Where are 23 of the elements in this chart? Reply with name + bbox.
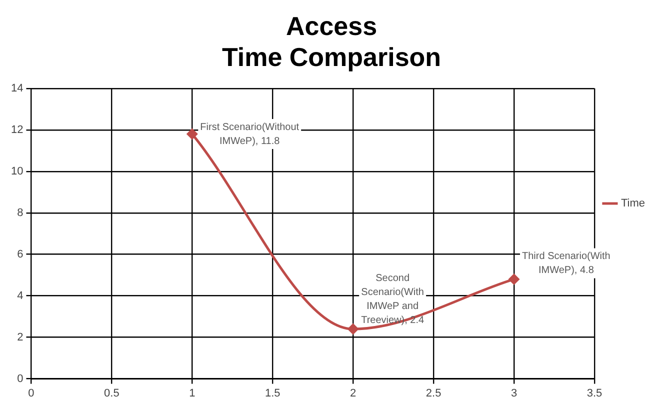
x-tick-label: 3.5 [586,387,602,400]
y-tick-label: 12 [10,124,24,136]
x-tick-label: 3 [510,387,518,400]
y-tick-label: 2 [17,331,24,344]
annotation: First Scenario(Without IMWeP), 11.8 [200,122,300,147]
legend-label: Time [620,198,646,210]
chart-title: Access Time Comparison [222,10,442,72]
x-tick-label: 1 [189,387,196,400]
y-tick-label: 10 [10,165,24,178]
point [508,274,520,284]
y-tick-label: 4 [17,290,24,302]
y-tick-label: 14 [10,82,24,94]
x-tick-label: 2.5 [426,387,442,400]
x-tick-label: 1.5 [264,387,280,400]
x-tick-label: 2 [350,387,356,400]
y-tick-label: 0 [17,372,24,385]
y-tick-label: 6 [17,248,24,260]
x-tick-label: 0 [28,387,34,400]
point [348,324,358,334]
y-tick-label: 8 [17,206,24,219]
point [186,128,198,140]
x-tick-label: 0.5 [104,387,120,400]
annotation: Third Scenario(With IMWeP), 4.8 [522,250,610,276]
